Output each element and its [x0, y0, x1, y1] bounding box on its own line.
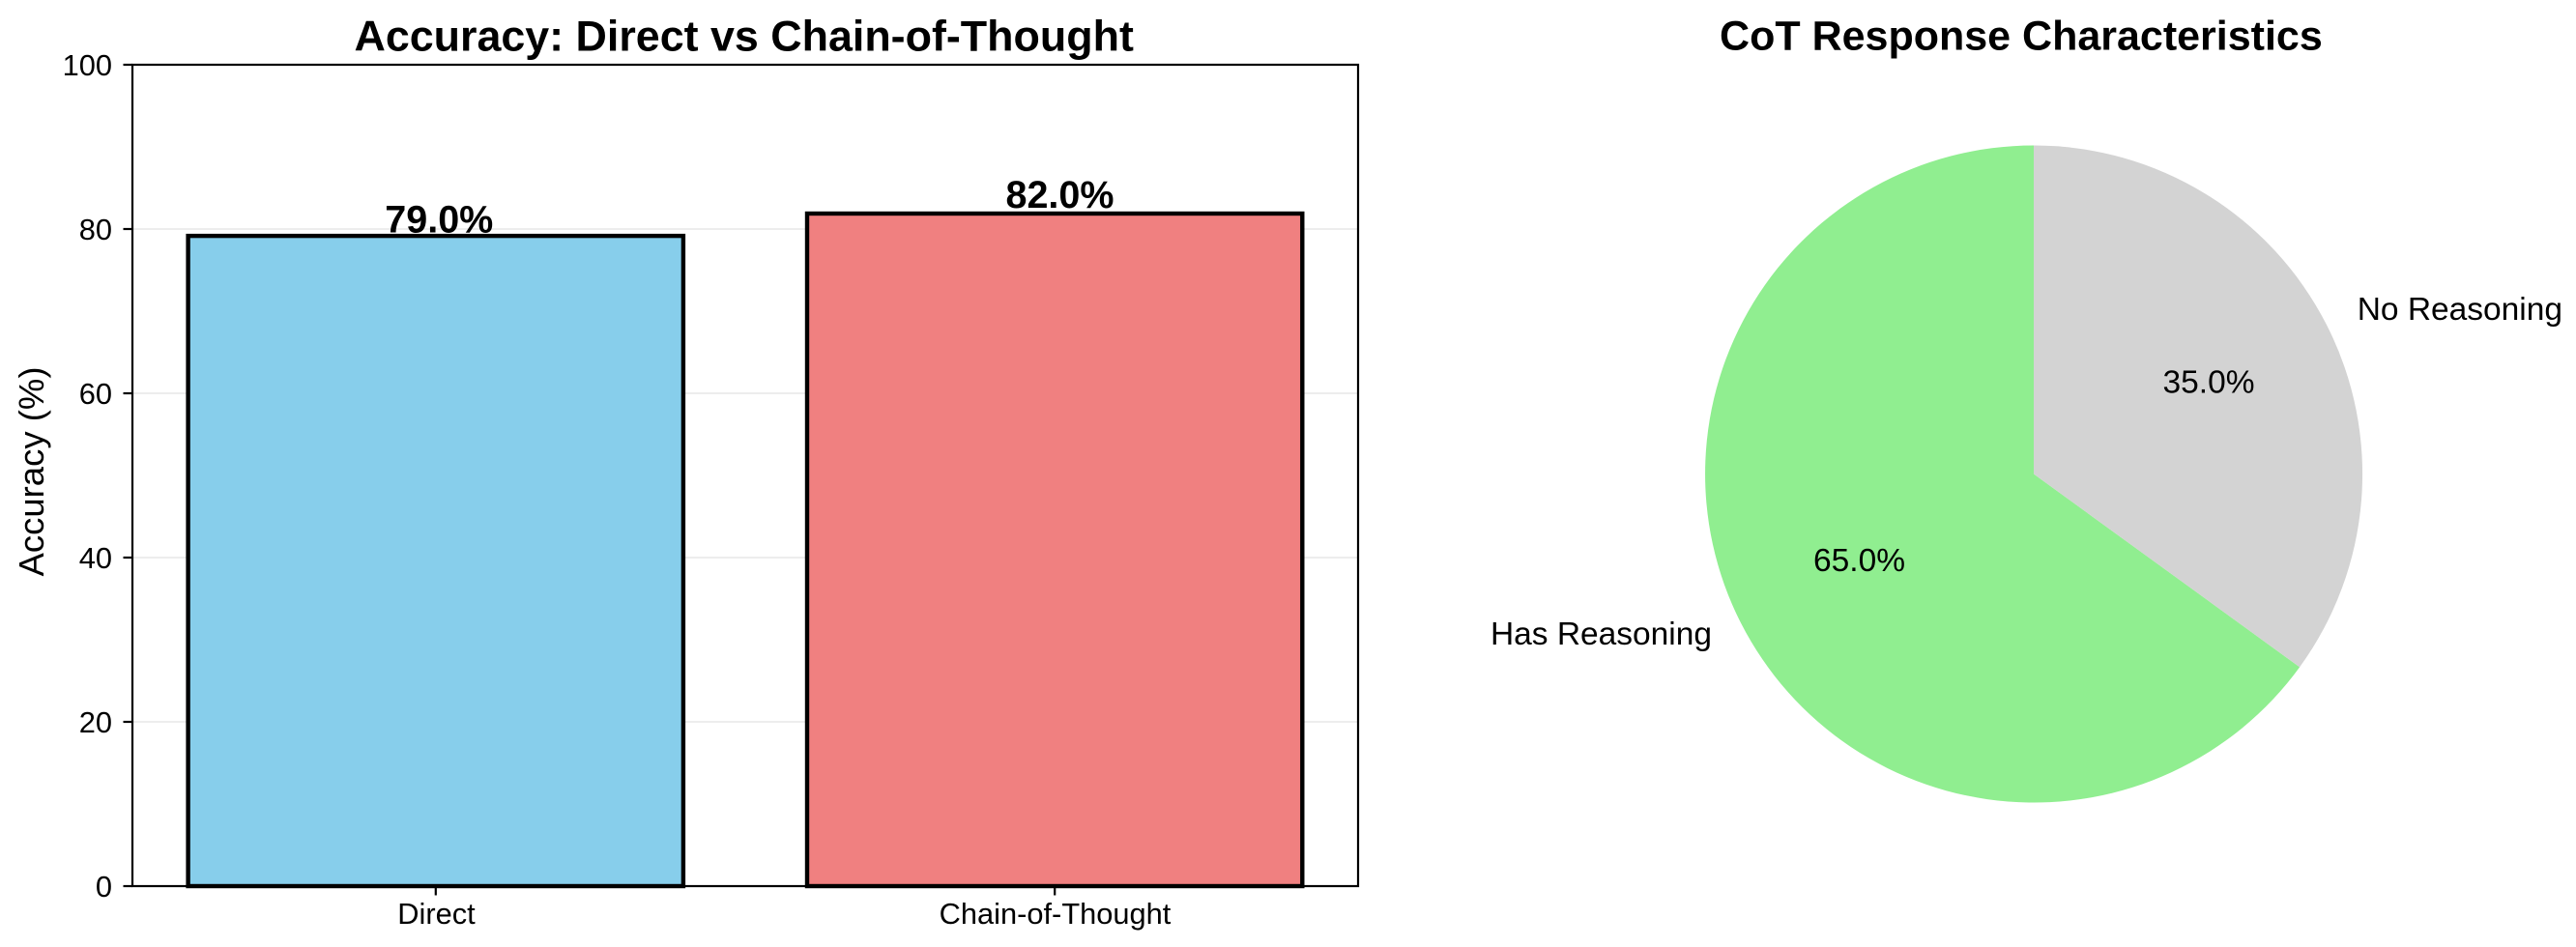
svg-text:Accuracy: Direct vs Chain-of-T: Accuracy: Direct vs Chain-of-Thought	[354, 12, 1134, 60]
svg-text:79.0%: 79.0%	[385, 199, 493, 242]
svg-text:35.0%: 35.0%	[2163, 365, 2255, 401]
svg-text:60: 60	[79, 377, 112, 411]
svg-text:Direct: Direct	[397, 897, 476, 931]
svg-text:Accuracy (%): Accuracy (%)	[12, 366, 51, 576]
svg-text:40: 40	[79, 541, 112, 575]
svg-text:Chain-of-Thought: Chain-of-Thought	[940, 897, 1172, 931]
svg-text:CoT Response Characteristics: CoT Response Characteristics	[1720, 14, 2323, 60]
svg-text:Has Reasoning: Has Reasoning	[1491, 617, 1712, 652]
svg-text:20: 20	[79, 705, 112, 739]
svg-text:65.0%: 65.0%	[1813, 543, 1905, 579]
svg-text:0: 0	[96, 870, 112, 904]
svg-text:No Reasoning: No Reasoning	[2358, 292, 2562, 328]
svg-text:100: 100	[63, 48, 112, 82]
svg-text:82.0%: 82.0%	[1005, 174, 1114, 216]
svg-text:80: 80	[79, 213, 112, 246]
